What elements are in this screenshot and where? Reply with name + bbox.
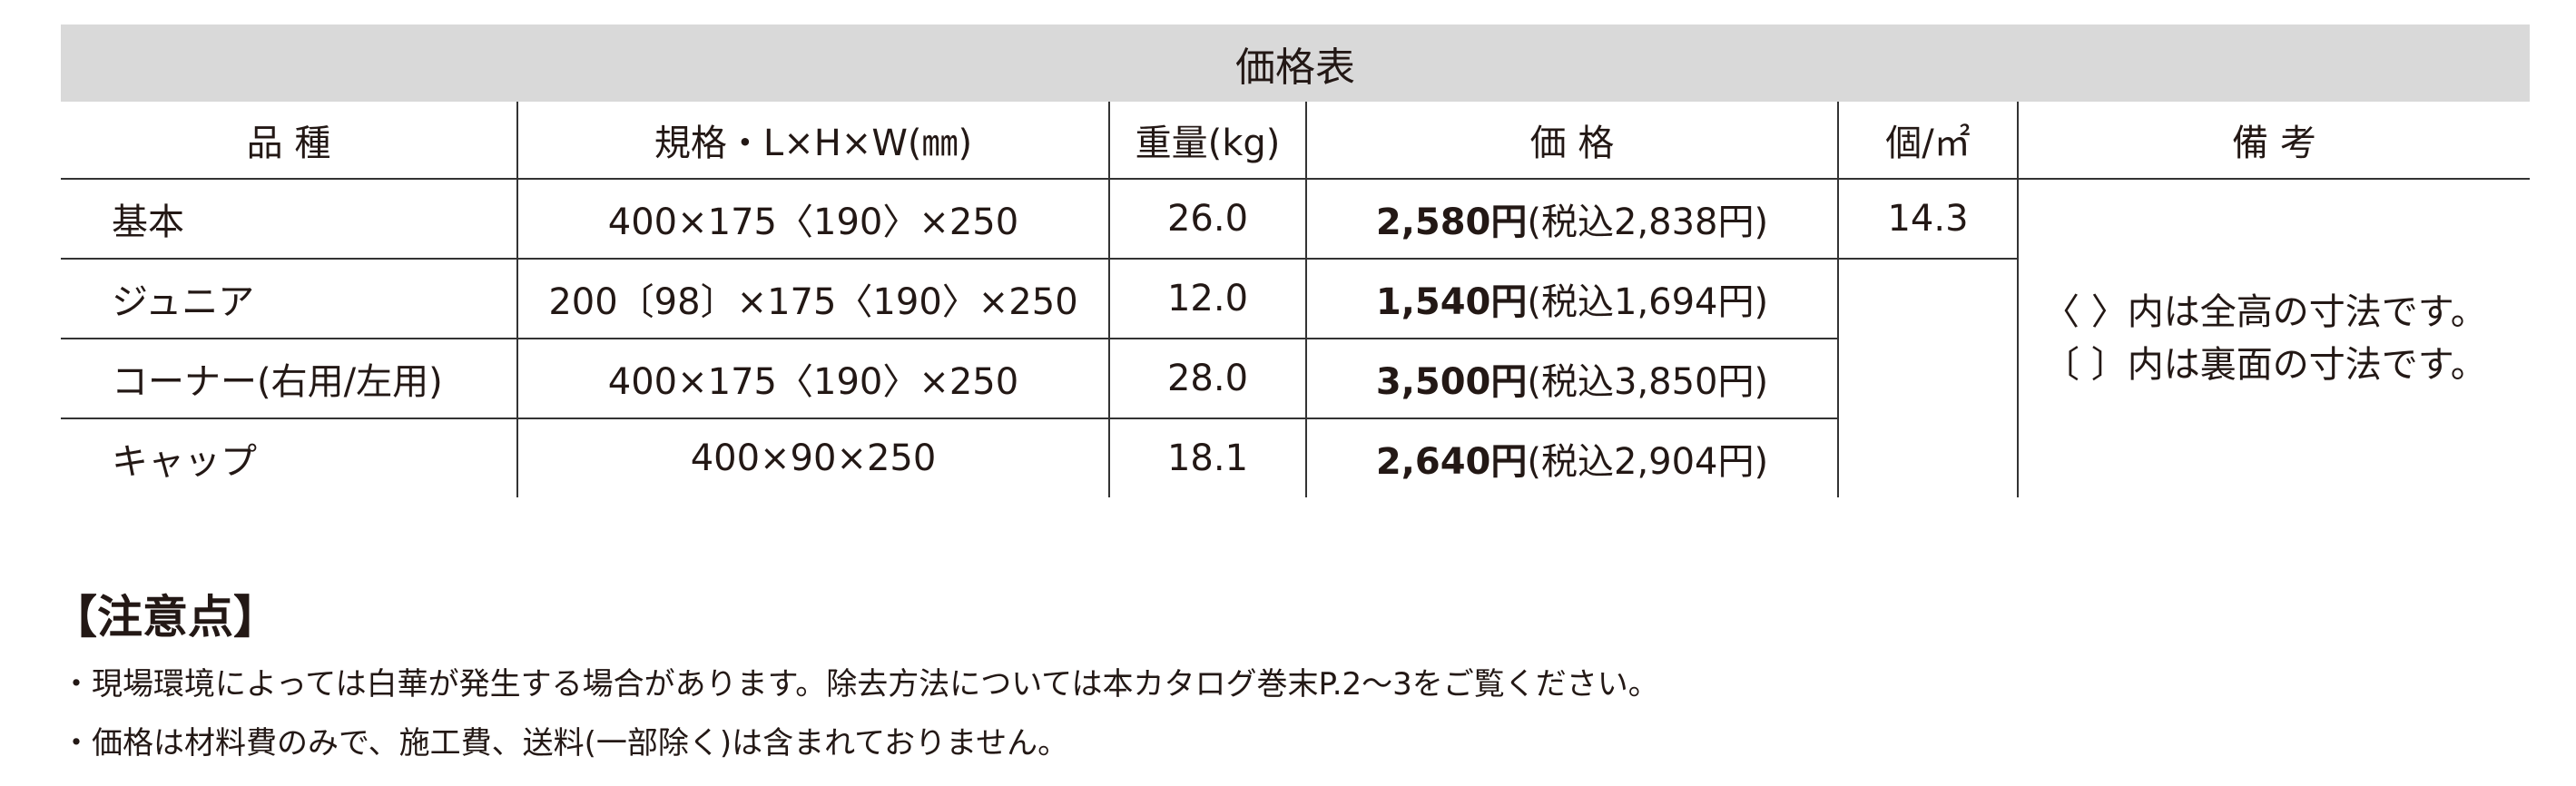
table-row: 基本 400×175〈190〉×250 26.0 2,580円(税込2,838円) 14…	[61, 178, 2530, 497]
header-cell: 規格・L×H×W(㎜)	[516, 102, 1109, 179]
table-row: コーナー(右用/左用) 400×175〈190〉×250 28.0 3,500円(税込…	[61, 338, 2530, 418]
remark: 〔 〕内は裏面の寸法です。	[2043, 344, 2487, 386]
table-row: ジュニア 200〔98〕×175〈190〉×250 12.0 1,540円(税込1,6…	[61, 258, 2530, 497]
note: ・価格は材料費のみで、施工費、送料(一部除く)は含まれておりません。	[61, 725, 1069, 761]
header-cell: 品 種	[246, 123, 331, 164]
spec-cell: 400×90×250	[516, 418, 1109, 497]
price: 3,500円	[1375, 361, 1528, 403]
remarks-cell: 〈 〉内は全高の寸法です。〔 〕内は裏面の寸法です。	[2017, 178, 2530, 497]
price-table: 価格表 品 種 規格・L×H×W(㎜) 重量(kg) 価 格 個/㎡ 備 考 基…	[61, 25, 2530, 497]
tax-included-price: (税込3,850円)	[1527, 361, 1769, 403]
price-cell: 3,500円(税込3,850円)	[1305, 338, 1838, 418]
note: ・現場環境によっては白華が発生する場合があります。除去方法については本カタログ巻…	[61, 666, 1659, 702]
weight-cell: 12.0	[1108, 258, 1306, 339]
remark: 〈 〉内は全高の寸法です。	[2043, 291, 2487, 333]
weight-cell: 28.0	[1108, 338, 1306, 418]
notes-heading: 【注意点】	[52, 591, 279, 644]
per-sqm-cell: 14.3	[1837, 178, 2018, 259]
weight-cell: 26.0	[1108, 178, 1306, 259]
name-cell: 基本	[61, 178, 517, 259]
weight-cell: 18.1	[1108, 418, 1306, 497]
header-cell: 個/㎡	[1837, 102, 2018, 179]
empty-cell	[1837, 258, 2018, 497]
tax-included-price: (税込2,904円)	[1527, 441, 1769, 483]
price-cell: 1,540円(税込1,694円)	[1305, 258, 1838, 339]
table-title: 価格表	[61, 25, 2530, 102]
price-cell: 2,580円(税込2,838円)	[1305, 178, 1838, 259]
name-cell: ジュニア	[61, 258, 517, 339]
table-row: キャップ 400×90×250 18.1 2,640円(税込2,904円)	[61, 418, 2530, 497]
notes: 【注意点】 ・現場環境によっては白華が発生する場合があります。除去方法については…	[52, 581, 1659, 777]
price: 2,580円	[1375, 201, 1528, 243]
header-cell: 価 格	[1305, 102, 1838, 179]
header-cell: 重量(kg)	[1108, 102, 1306, 179]
price: 2,640円	[1375, 441, 1528, 483]
spec-cell: 400×175〈190〉×250	[516, 178, 1109, 259]
spec-cell: 400×175〈190〉×250	[516, 338, 1109, 418]
spec-cell: 200〔98〕×175〈190〉×250	[516, 258, 1109, 339]
price-cell: 2,640円(税込2,904円)	[1305, 418, 1838, 497]
header-cell: 備 考	[2017, 102, 2530, 179]
name-cell: コーナー(右用/左用)	[61, 338, 517, 418]
name-cell: キャップ	[61, 418, 517, 497]
price: 1,540円	[1375, 281, 1528, 323]
tax-included-price: (税込1,694円)	[1527, 281, 1769, 323]
tax-included-price: (税込2,838円)	[1527, 201, 1769, 243]
